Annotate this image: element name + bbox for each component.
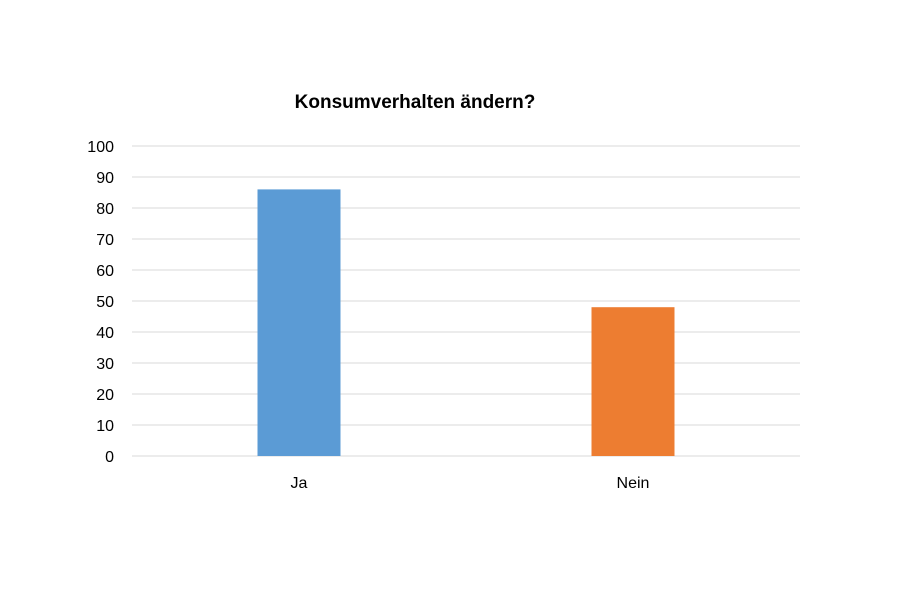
y-tick-label: 70 bbox=[96, 232, 114, 249]
x-category-label: Nein bbox=[617, 475, 650, 492]
bars bbox=[257, 189, 675, 456]
y-tick-label: 10 bbox=[96, 418, 114, 435]
bar-ja bbox=[257, 189, 341, 456]
bar-nein bbox=[591, 307, 675, 456]
x-axis-category-labels: Ja Nein bbox=[291, 475, 650, 492]
y-axis-tick-labels: 0 10 20 30 40 50 60 70 80 90 100 bbox=[87, 139, 114, 466]
y-tick-label: 50 bbox=[96, 294, 114, 311]
y-tick-label: 90 bbox=[96, 170, 114, 187]
y-tick-label: 30 bbox=[96, 356, 114, 373]
gridlines bbox=[132, 145, 800, 457]
y-tick-label: 100 bbox=[87, 139, 114, 156]
y-tick-label: 0 bbox=[105, 449, 114, 466]
y-tick-label: 40 bbox=[96, 325, 114, 342]
y-tick-label: 60 bbox=[96, 263, 114, 280]
x-category-label: Ja bbox=[291, 475, 308, 492]
y-tick-label: 80 bbox=[96, 201, 114, 218]
chart-title: Konsumverhalten ändern? bbox=[295, 92, 536, 113]
y-tick-label: 20 bbox=[96, 387, 114, 404]
